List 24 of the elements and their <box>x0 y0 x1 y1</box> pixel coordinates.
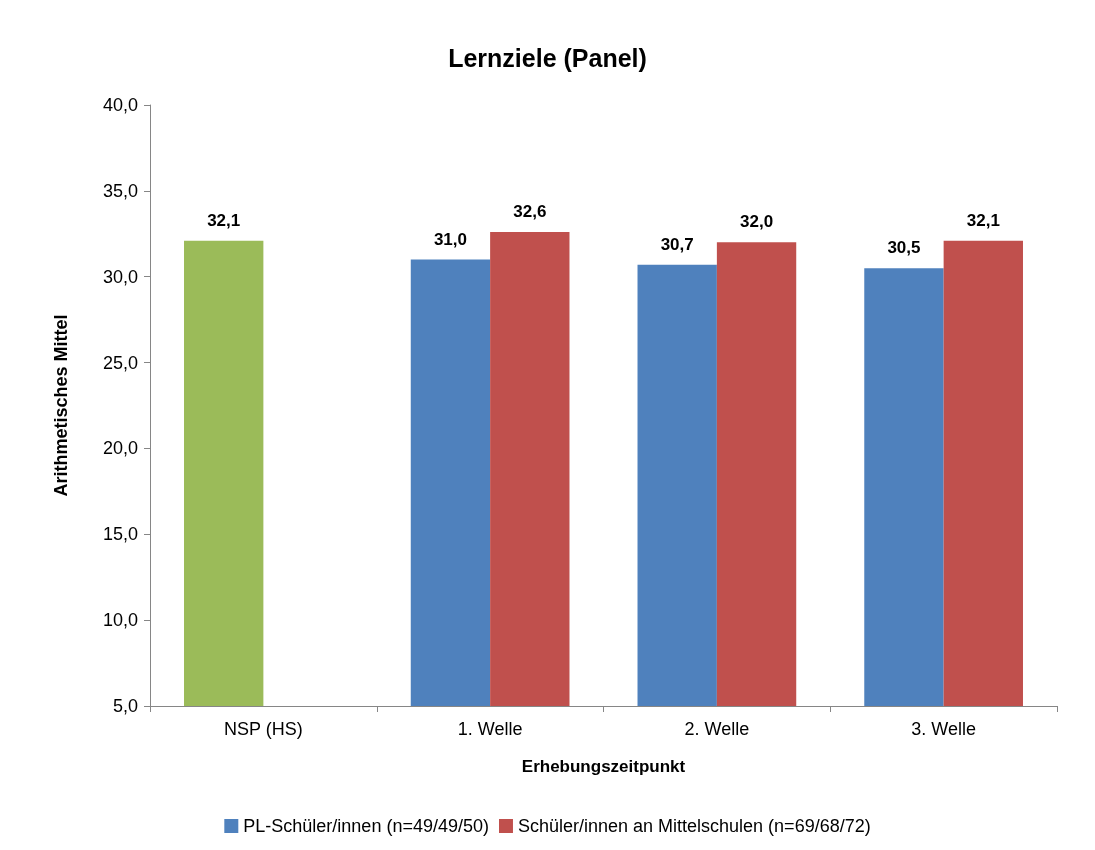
x-tick-label: NSP (HS) <box>224 719 303 739</box>
y-tick-label: 35,0 <box>102 180 138 201</box>
data-label: 32,6 <box>513 202 547 222</box>
x-axis-title: Erhebungszeitpunkt <box>521 757 686 776</box>
y-tick-label: 5,0 <box>112 696 138 716</box>
y-tick-label: 10,0 <box>102 610 138 631</box>
legend-label: PL-Schüler/innen (n=49/49/50) <box>243 816 489 836</box>
legend-label: Schüler/innen an Mittelschulen (n=69/68/72) <box>517 816 871 836</box>
y-tick-label: 25,0 <box>102 352 138 373</box>
y-tick-label: 15,0 <box>102 524 138 545</box>
y-tick-label: 40,0 <box>102 95 138 115</box>
y-axis-title: Arithmetisches Mittel <box>51 314 71 497</box>
y-tick-label: 30,0 <box>102 266 138 287</box>
chart-title: Lernziele (Panel) <box>448 43 647 72</box>
data-label: 32,1 <box>207 210 241 230</box>
data-label: 31,0 <box>433 229 467 249</box>
x-tick-label: 3. Welle <box>911 719 976 739</box>
x-tick-label: 1. Welle <box>457 719 523 739</box>
data-label: 30,5 <box>887 238 921 258</box>
data-label: 32,0 <box>740 212 774 232</box>
data-label: 32,1 <box>966 210 1000 230</box>
data-label: 30,7 <box>660 234 694 254</box>
x-tick-label: 2. Welle <box>684 719 750 739</box>
y-tick-label: 20,0 <box>102 438 138 459</box>
